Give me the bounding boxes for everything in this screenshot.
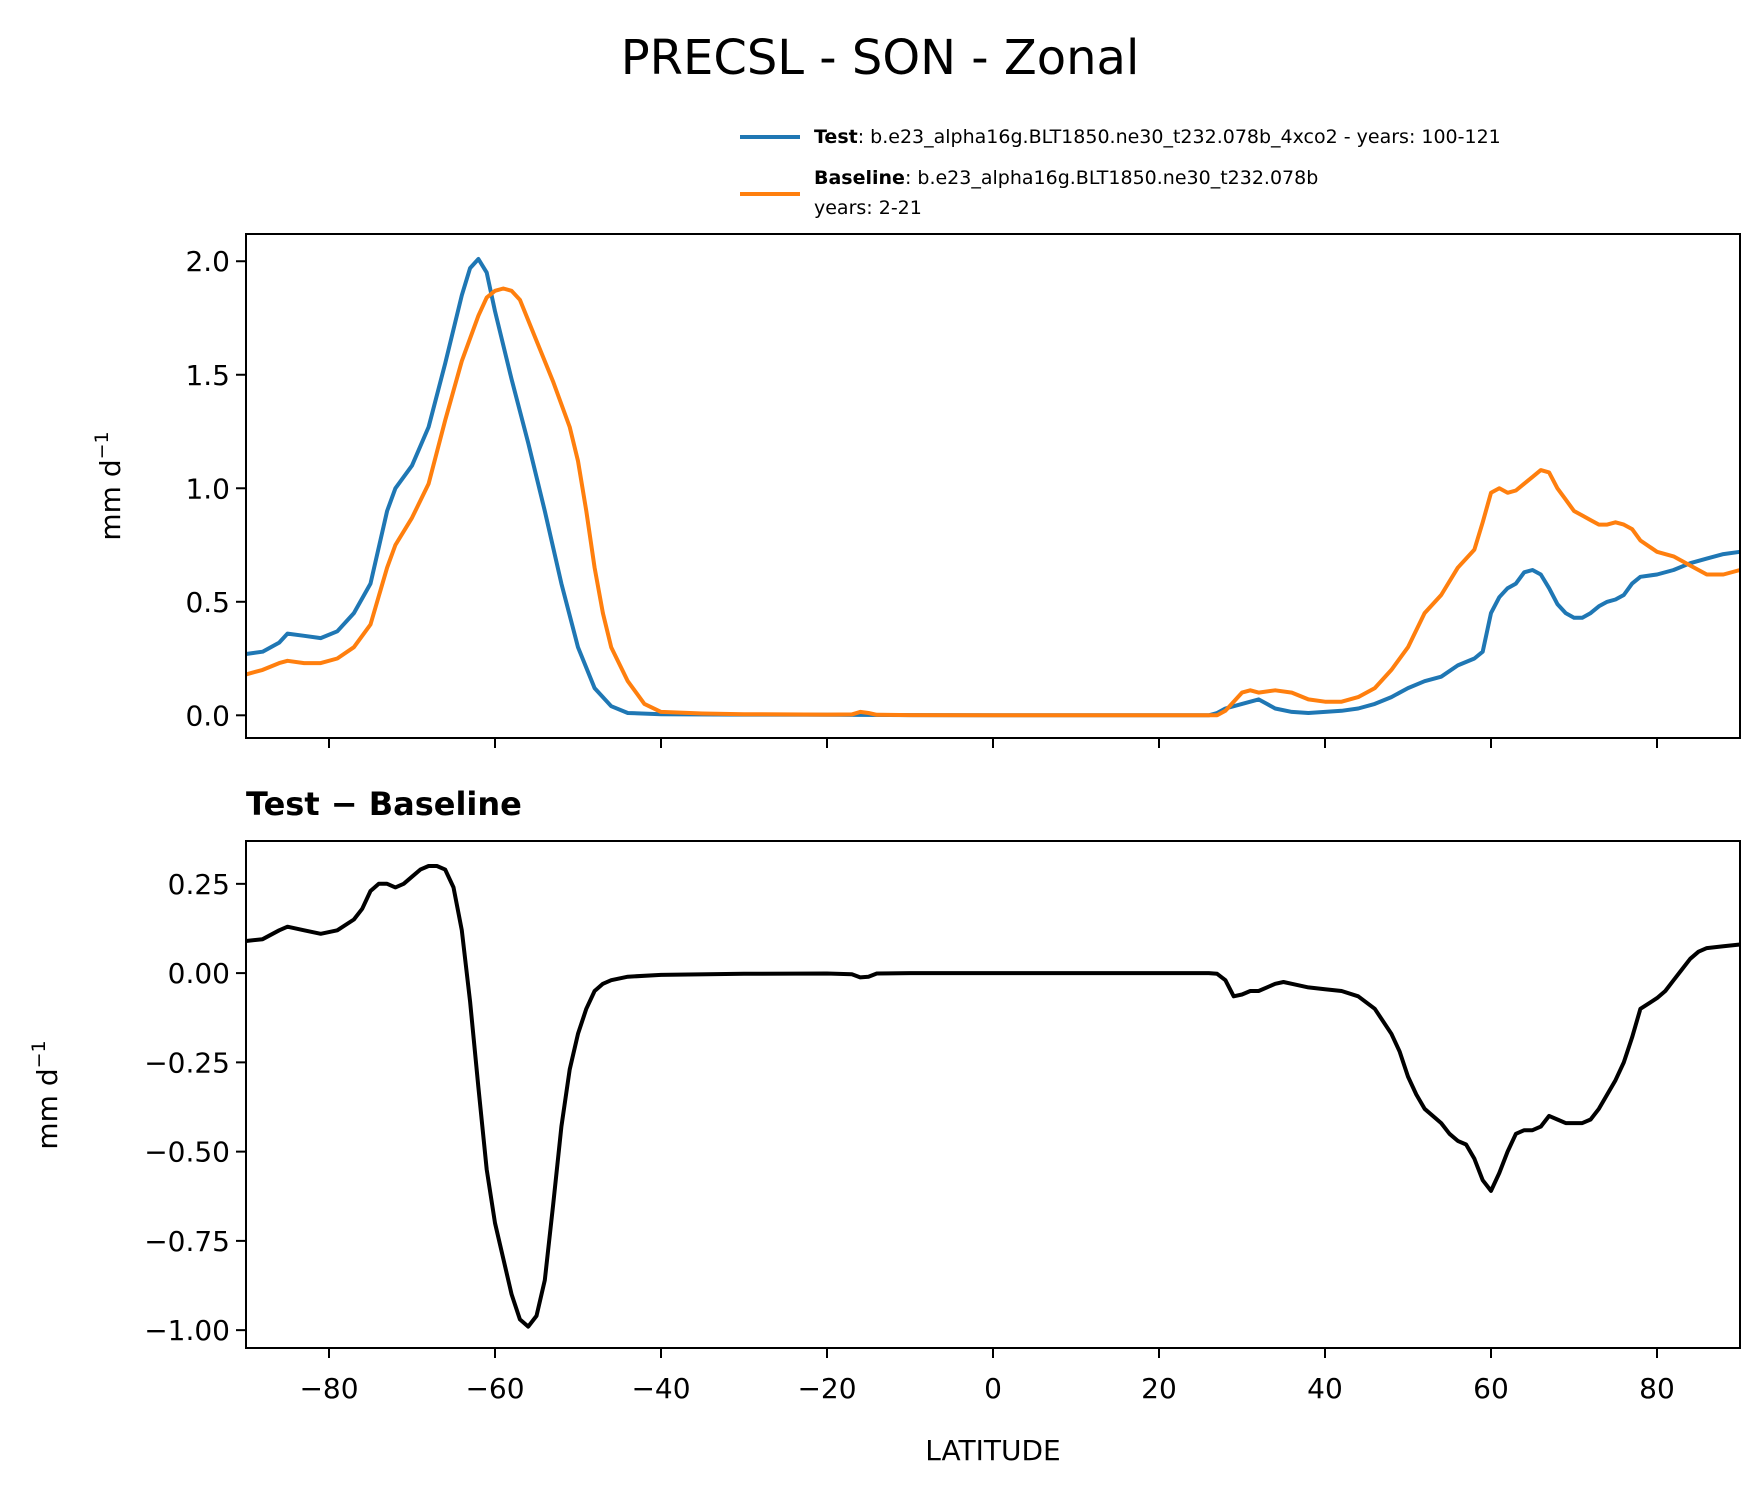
bottom-x-tick-label: 20 bbox=[1141, 1372, 1177, 1405]
top-y-tick-label: 2.0 bbox=[185, 245, 230, 278]
top-y-axis: 0.0 0.5 1.0 1.5 2.0 bbox=[185, 245, 246, 732]
top-x-axis bbox=[328, 738, 1658, 748]
bottom-y-tick-label: 0.25 bbox=[168, 868, 230, 901]
bottom-y-tick-label: −0.25 bbox=[144, 1046, 230, 1079]
legend-label-baseline: Baseline: b.e23_alpha16g.BLT1850.ne30_t2… bbox=[814, 167, 1318, 189]
baseline-line bbox=[245, 286, 1741, 718]
bottom-x-axis: −80 −60 −40 −20 0 20 40 60 80 bbox=[299, 1348, 1675, 1405]
bottom-x-tick-label: 80 bbox=[1639, 1372, 1675, 1405]
bottom-y-tick-label: −0.75 bbox=[144, 1225, 230, 1258]
bottom-panel: Test − Baseline 0.25 0.00 −0.25 −0.50 −0.75 −… bbox=[28, 785, 1741, 1467]
bottom-series-group bbox=[245, 864, 1741, 1329]
top-plot-frame bbox=[245, 233, 1741, 739]
bottom-y-axis: 0.25 0.00 −0.25 −0.50 −0.75 −1.00 bbox=[144, 868, 246, 1347]
bottom-y-tick-label: −0.50 bbox=[144, 1136, 230, 1169]
bottom-y-tick-label: −1.00 bbox=[144, 1314, 230, 1347]
legend-label-test: Test: b.e23_alpha16g.BLT1850.ne30_t232.0… bbox=[814, 126, 1501, 148]
top-y-tick-label: 0.0 bbox=[185, 699, 230, 732]
legend: Test: b.e23_alpha16g.BLT1850.ne30_t232.0… bbox=[740, 126, 1501, 219]
bottom-plot-frame bbox=[245, 840, 1741, 1349]
bottom-x-tick-label: 0 bbox=[984, 1372, 1002, 1405]
top-y-tick-label: 1.0 bbox=[185, 472, 230, 505]
top-panel: 0.0 0.5 1.0 1.5 2.0 mm d−1 bbox=[91, 233, 1741, 748]
figure-title: PRECSL - SON - Zonal bbox=[621, 30, 1140, 86]
bottom-panel-title: Test − Baseline bbox=[246, 785, 522, 823]
top-y-tick-label: 1.5 bbox=[185, 359, 230, 392]
bottom-x-tick-label: −20 bbox=[797, 1372, 856, 1405]
legend-label-baseline-years: years: 2-21 bbox=[814, 197, 922, 219]
bottom-x-tick-label: 60 bbox=[1473, 1372, 1509, 1405]
x-axis-label: LATITUDE bbox=[925, 1434, 1060, 1467]
bottom-x-tick-label: 40 bbox=[1307, 1372, 1343, 1405]
top-y-tick-label: 0.5 bbox=[185, 586, 230, 619]
bottom-x-tick-label: −60 bbox=[465, 1372, 524, 1405]
bottom-x-tick-label: −40 bbox=[631, 1372, 690, 1405]
test-line bbox=[245, 257, 1741, 718]
bottom-y-tick-label: 0.00 bbox=[168, 957, 230, 990]
bottom-x-tick-label: −80 bbox=[299, 1372, 358, 1405]
bottom-y-axis-label: mm d−1 bbox=[28, 1040, 64, 1149]
top-y-axis-label: mm d−1 bbox=[91, 431, 127, 540]
top-series-group bbox=[245, 257, 1741, 718]
difference-line bbox=[245, 864, 1741, 1329]
